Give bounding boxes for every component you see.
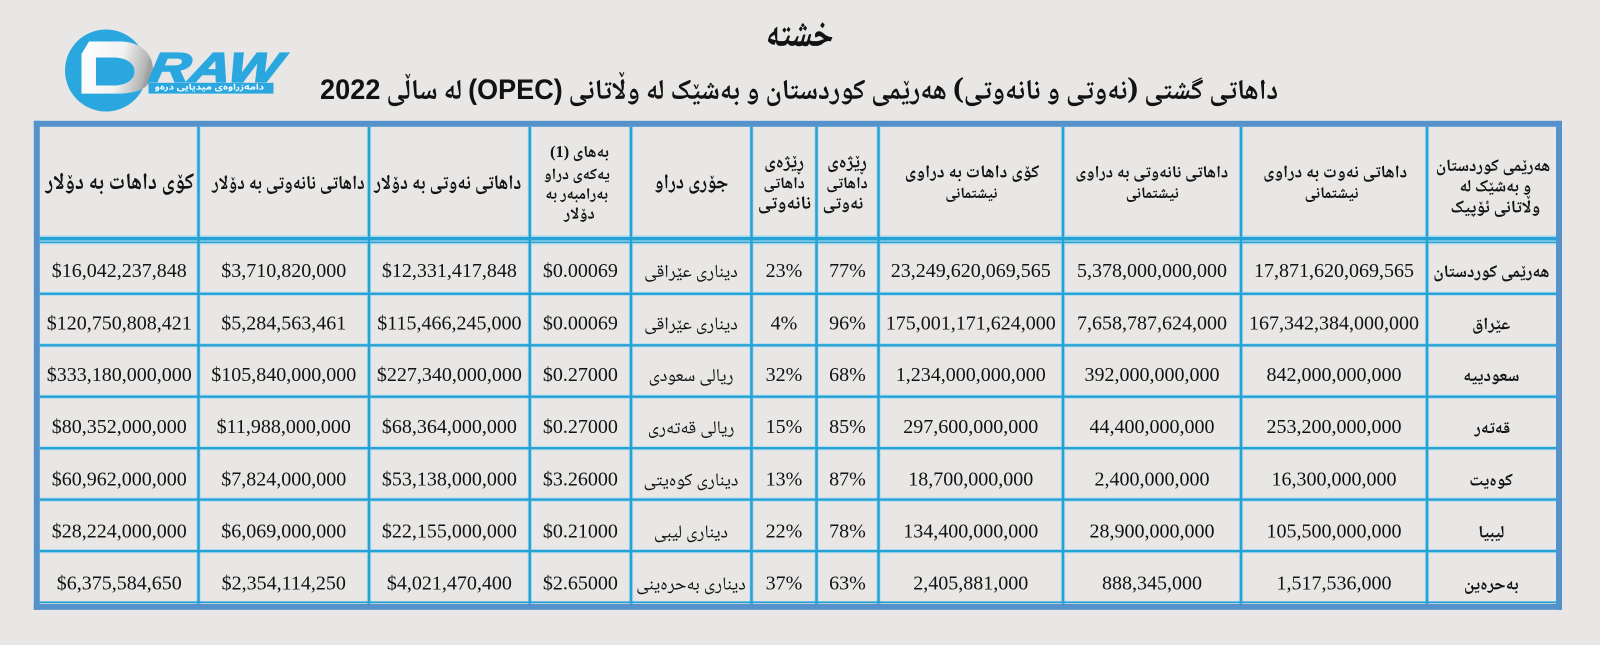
svg-text:$0.00069: $0.00069	[543, 260, 618, 282]
svg-text:$0.21000: $0.21000	[543, 521, 618, 543]
svg-text:1,517,536,000: 1,517,536,000	[1277, 573, 1392, 595]
svg-text:$227,340,000,000: $227,340,000,000	[377, 364, 522, 386]
svg-text:63%: 63%	[829, 573, 866, 595]
svg-text:$68,364,000,000: $68,364,000,000	[382, 416, 517, 438]
svg-text:$0.00069: $0.00069	[543, 312, 618, 334]
svg-text:$2,354,114,250: $2,354,114,250	[222, 573, 346, 595]
svg-text:44,400,000,000: 44,400,000,000	[1090, 416, 1215, 438]
svg-text:$22,155,000,000: $22,155,000,000	[382, 521, 517, 543]
svg-text:$105,840,000,000: $105,840,000,000	[211, 364, 356, 386]
svg-text:$16,042,237,848: $16,042,237,848	[52, 260, 187, 282]
svg-text:7,658,787,624,000: 7,658,787,624,000	[1077, 312, 1227, 334]
svg-text:134,400,000,000: 134,400,000,000	[903, 521, 1038, 543]
svg-text:5,378,000,000,000: 5,378,000,000,000	[1077, 260, 1227, 282]
svg-text:2,400,000,000: 2,400,000,000	[1095, 469, 1210, 491]
svg-text:77%: 77%	[829, 260, 866, 282]
svg-text:2,405,881,000: 2,405,881,000	[913, 573, 1028, 595]
svg-text:28,900,000,000: 28,900,000,000	[1090, 521, 1215, 543]
svg-text:87%: 87%	[829, 469, 866, 491]
svg-text:$11,988,000,000: $11,988,000,000	[217, 416, 351, 438]
svg-text:$6,069,000,000: $6,069,000,000	[221, 521, 346, 543]
svg-text:$333,180,000,000: $333,180,000,000	[47, 364, 192, 386]
svg-text:167,342,384,000,000: 167,342,384,000,000	[1249, 312, 1419, 334]
svg-text:$115,466,245,000: $115,466,245,000	[377, 312, 521, 334]
svg-text:1,234,000,000,000: 1,234,000,000,000	[896, 364, 1046, 386]
svg-text:$7,824,000,000: $7,824,000,000	[221, 469, 346, 491]
svg-text:175,001,171,624,000: 175,001,171,624,000	[886, 312, 1056, 334]
svg-text:392,000,000,000: 392,000,000,000	[1085, 364, 1220, 386]
svg-text:105,500,000,000: 105,500,000,000	[1267, 521, 1402, 543]
svg-text:17,871,620,069,565: 17,871,620,069,565	[1254, 260, 1414, 282]
svg-text:96%: 96%	[829, 312, 866, 334]
svg-text:253,200,000,000: 253,200,000,000	[1267, 416, 1402, 438]
svg-text:85%: 85%	[829, 416, 866, 438]
svg-text:$12,331,417,848: $12,331,417,848	[382, 260, 517, 282]
svg-text:$2.65000: $2.65000	[543, 573, 618, 595]
svg-text:$3,710,820,000: $3,710,820,000	[221, 260, 346, 282]
svg-text:23,249,620,069,565: 23,249,620,069,565	[891, 260, 1051, 282]
svg-text:842,000,000,000: 842,000,000,000	[1267, 364, 1402, 386]
svg-text:$120,750,808,421: $120,750,808,421	[47, 312, 192, 334]
svg-text:$80,352,000,000: $80,352,000,000	[52, 416, 187, 438]
svg-text:23%: 23%	[766, 260, 803, 282]
svg-text:$6,375,584,650: $6,375,584,650	[57, 573, 182, 595]
svg-text:$0.27000: $0.27000	[543, 416, 618, 438]
svg-text:15%: 15%	[766, 416, 803, 438]
svg-text:68%: 68%	[829, 364, 866, 386]
svg-text:$3.26000: $3.26000	[543, 469, 618, 491]
svg-text:$4,021,470,400: $4,021,470,400	[387, 573, 512, 595]
svg-text:888,345,000: 888,345,000	[1102, 573, 1202, 595]
svg-text:13%: 13%	[766, 469, 803, 491]
svg-text:297,600,000,000: 297,600,000,000	[903, 416, 1038, 438]
svg-text:32%: 32%	[766, 364, 803, 386]
svg-text:$5,284,563,461: $5,284,563,461	[221, 312, 346, 334]
svg-text:16,300,000,000: 16,300,000,000	[1272, 469, 1397, 491]
svg-text:$53,138,000,000: $53,138,000,000	[382, 469, 517, 491]
svg-text:78%: 78%	[829, 521, 866, 543]
svg-text:4%: 4%	[771, 312, 798, 334]
svg-text:22%: 22%	[766, 521, 803, 543]
svg-text:$0.27000: $0.27000	[543, 364, 618, 386]
svg-text:37%: 37%	[766, 573, 803, 595]
svg-text:$28,224,000,000: $28,224,000,000	[52, 521, 187, 543]
svg-text:18,700,000,000: 18,700,000,000	[908, 469, 1033, 491]
svg-text:$60,962,000,000: $60,962,000,000	[52, 469, 187, 491]
